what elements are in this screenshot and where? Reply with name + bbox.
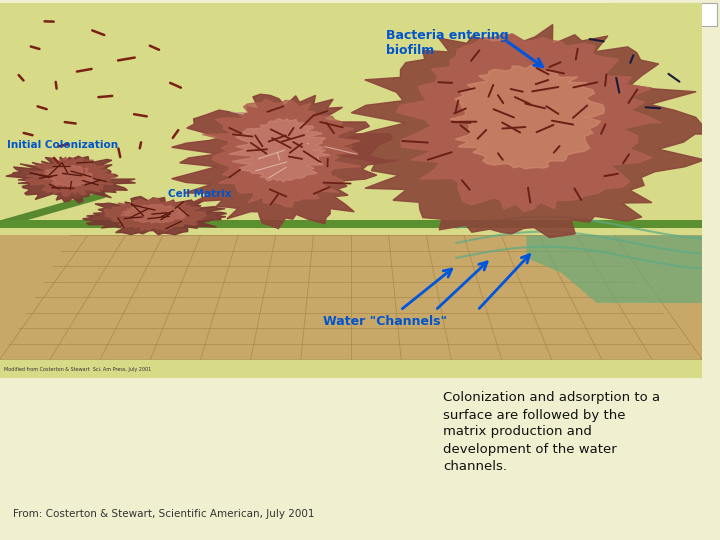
- FancyBboxPatch shape: [611, 3, 717, 26]
- Text: Biofilms Image: Biofilms Image: [628, 10, 700, 19]
- Polygon shape: [202, 99, 361, 207]
- Polygon shape: [341, 24, 715, 238]
- Text: Bacteria entering
biofilm: Bacteria entering biofilm: [386, 29, 509, 57]
- Text: Water "Channels": Water "Channels": [323, 315, 447, 328]
- Text: Colonization and adsorption to a
surface are followed by the
matrix production a: Colonization and adsorption to a surface…: [443, 392, 660, 472]
- Polygon shape: [6, 156, 135, 203]
- Polygon shape: [229, 119, 330, 182]
- Text: Initial Colonization: Initial Colonization: [7, 140, 118, 150]
- Polygon shape: [171, 94, 398, 228]
- Polygon shape: [43, 165, 98, 187]
- Text: Modified from Costerton & Stewart  Sci. Am Press, July 2001: Modified from Costerton & Stewart Sci. A…: [4, 367, 150, 373]
- Polygon shape: [0, 191, 105, 228]
- Polygon shape: [0, 220, 702, 228]
- Polygon shape: [82, 197, 227, 235]
- Polygon shape: [526, 235, 702, 303]
- Text: Cell Matrix: Cell Matrix: [168, 189, 232, 199]
- Polygon shape: [25, 157, 117, 197]
- Polygon shape: [104, 199, 207, 231]
- Polygon shape: [121, 205, 187, 223]
- Polygon shape: [450, 65, 604, 169]
- Polygon shape: [397, 34, 662, 212]
- Polygon shape: [0, 235, 702, 359]
- Text: From: Costerton & Stewart, Scientific American, July 2001: From: Costerton & Stewart, Scientific Am…: [13, 509, 315, 519]
